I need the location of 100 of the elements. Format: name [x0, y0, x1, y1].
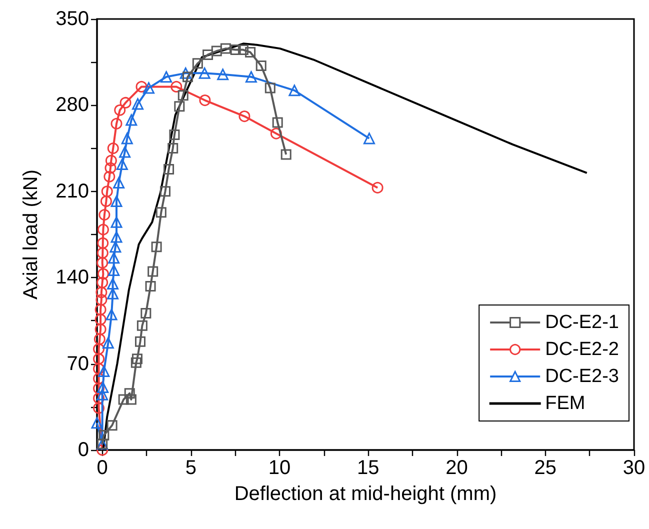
point — [98, 209, 110, 221]
point — [363, 132, 375, 144]
y-tick-label: 70 — [66, 352, 89, 375]
point — [168, 143, 178, 154]
x-tick-label: 30 — [622, 457, 646, 479]
point — [116, 158, 128, 170]
point — [98, 365, 110, 377]
point — [238, 110, 250, 122]
point — [202, 49, 214, 60]
point — [238, 44, 248, 56]
point — [178, 90, 188, 101]
point — [96, 257, 108, 269]
point — [93, 362, 105, 374]
point — [106, 420, 118, 431]
point — [105, 154, 117, 166]
legend-label: DC-E2-1 — [545, 312, 620, 333]
point — [107, 142, 119, 154]
y-tick-label: 140 — [56, 266, 89, 289]
point — [272, 117, 283, 128]
point — [96, 247, 108, 259]
x-tick-label: 15 — [357, 457, 380, 479]
legend-label: DC-E2-2 — [545, 339, 620, 360]
point — [132, 98, 144, 110]
point — [160, 186, 170, 197]
point — [108, 252, 120, 264]
point — [230, 44, 241, 56]
point — [106, 308, 118, 320]
point — [102, 337, 114, 349]
point — [110, 231, 122, 243]
point — [198, 67, 210, 79]
point — [93, 402, 105, 414]
x-axis-title: Deflection at mid-height (mm) — [234, 483, 497, 505]
point — [96, 294, 108, 306]
point — [126, 114, 138, 126]
point — [100, 196, 112, 207]
point — [211, 46, 222, 56]
point — [121, 132, 133, 144]
point — [192, 58, 203, 69]
point — [151, 242, 162, 252]
point — [124, 388, 135, 399]
point — [140, 308, 152, 319]
point — [96, 286, 108, 298]
point — [93, 353, 105, 365]
point — [94, 304, 106, 316]
point — [108, 264, 120, 276]
point — [182, 72, 193, 82]
point — [110, 118, 122, 130]
point — [96, 276, 108, 288]
point — [91, 417, 103, 429]
point — [280, 149, 292, 160]
point — [130, 357, 142, 368]
x-tick-label: 5 — [185, 457, 196, 479]
y-tick-label: 280 — [56, 94, 89, 116]
x-tick-label: 20 — [446, 457, 468, 479]
point — [264, 82, 276, 94]
point — [136, 320, 148, 331]
point — [134, 336, 146, 347]
y-tick-label: 0 — [78, 439, 89, 461]
point — [101, 186, 113, 198]
point — [98, 430, 110, 440]
point — [110, 196, 122, 207]
point — [180, 67, 192, 79]
point — [270, 128, 282, 140]
point — [104, 162, 116, 174]
point — [97, 237, 109, 249]
point — [113, 177, 125, 189]
legend-label: DC-E2-3 — [545, 366, 620, 387]
point — [164, 164, 174, 174]
point — [156, 207, 166, 218]
point — [97, 268, 109, 280]
point — [169, 130, 180, 140]
point — [119, 146, 131, 158]
point — [126, 394, 136, 405]
point — [288, 84, 300, 96]
x-tick-label: 10 — [268, 457, 291, 479]
legend-label: FEM — [545, 393, 586, 414]
point — [170, 80, 182, 92]
y-tick-label: 350 — [56, 8, 89, 30]
point — [93, 392, 105, 404]
point — [94, 314, 106, 326]
point — [118, 394, 129, 405]
y-tick-label: 210 — [56, 180, 89, 202]
point — [174, 101, 185, 112]
x-tick-label: 25 — [534, 457, 557, 479]
point — [160, 71, 172, 83]
point — [245, 71, 257, 83]
point — [199, 94, 211, 106]
x-tick-label: 0 — [96, 457, 108, 479]
point — [110, 216, 122, 228]
point — [145, 280, 156, 292]
point — [114, 104, 126, 116]
point — [120, 96, 132, 108]
point — [220, 43, 231, 54]
point — [96, 388, 108, 400]
point — [136, 80, 148, 92]
point — [143, 82, 154, 94]
point — [132, 354, 142, 364]
point — [94, 324, 106, 336]
point — [104, 170, 116, 182]
point — [94, 333, 106, 345]
